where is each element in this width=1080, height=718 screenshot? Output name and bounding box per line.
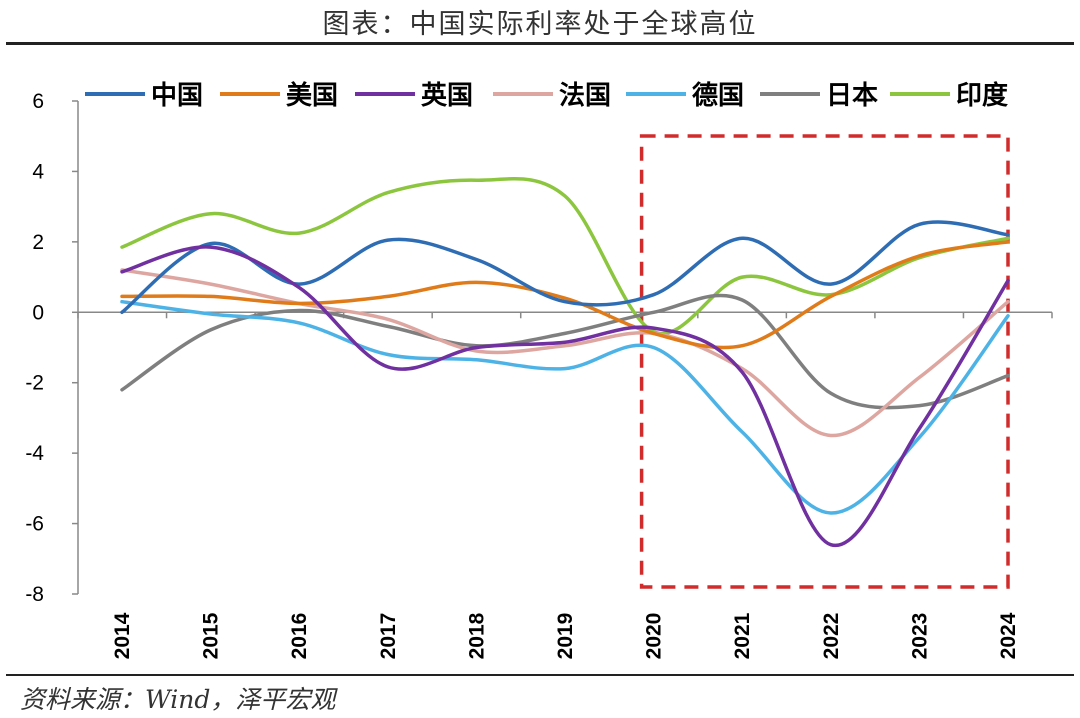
legend-label: 印度 [956, 80, 1008, 111]
series-line [120, 268, 1010, 438]
footer-divider [6, 674, 1074, 676]
series-line [120, 220, 1010, 315]
axes: 6 4 2 0 -2 -4 -6 -8 2014 2015 2016 2017 2018 2019 2020… [25, 90, 1053, 660]
series-line [120, 245, 1010, 548]
y-tick-label: 2 [32, 231, 44, 254]
x-tick-label: 2024 [997, 612, 1020, 659]
legend-label: 英国 [421, 81, 473, 111]
y-tick-label: -4 [25, 442, 44, 465]
legend: 中国 美国 英国 法国 德国 日本 印度 [85, 80, 1008, 111]
highlight-box [639, 134, 1010, 589]
x-tick-label: 2018 [465, 612, 488, 659]
x-tick-label: 2023 [908, 613, 931, 660]
x-tick-label: 2021 [731, 612, 754, 659]
series-line [120, 240, 1010, 350]
highlight-region [639, 134, 1010, 589]
legend-label: 法国 [559, 81, 611, 111]
y-tick-label: 6 [32, 90, 44, 113]
y-tick-label: -6 [25, 513, 44, 536]
series-line [120, 177, 1010, 336]
x-tick-label: 2020 [643, 613, 666, 660]
x-tick-label: 2016 [288, 613, 311, 660]
y-tick-label: 4 [32, 160, 44, 183]
x-tick-label: 2014 [111, 612, 134, 659]
x-tick-label: 2022 [820, 613, 843, 660]
title-divider [6, 42, 1074, 45]
x-tick-label: 2015 [200, 612, 223, 659]
y-tick-label: -2 [25, 372, 44, 395]
x-tick-label: 2017 [377, 613, 400, 660]
legend-label: 中国 [151, 81, 203, 111]
chart-title: 图表：中国实际利率处于全球高位 [322, 9, 758, 40]
source-note: 资料来源：Wind，泽平宏观 [20, 685, 336, 714]
legend-label: 美国 [286, 80, 338, 111]
series-line [120, 299, 1010, 515]
legend-label: 德国 [692, 81, 744, 111]
series-line [120, 293, 1010, 410]
y-tick-label: 0 [32, 301, 44, 324]
legend-label: 日本 [826, 81, 878, 111]
x-tick-label: 2019 [554, 613, 577, 660]
y-tick-label: -8 [25, 583, 44, 606]
series-lines [120, 177, 1010, 548]
